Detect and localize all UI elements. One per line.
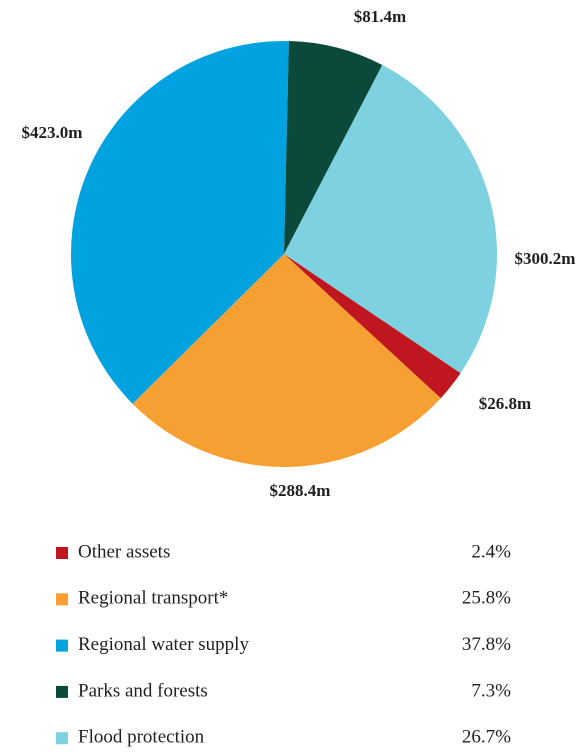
value-label: $81.4m [354, 7, 406, 26]
legend-share: 37.8% [462, 634, 511, 655]
legend-label: Parks and forests [78, 680, 208, 701]
legend-swatch [56, 685, 68, 698]
value-label: $26.8m [479, 394, 531, 413]
pie-slice [284, 41, 383, 254]
value-label: $423.0m [22, 123, 83, 142]
pie-slice [284, 65, 497, 374]
legend-label: Flood protection [78, 727, 205, 748]
legend-label: Regional transport* [78, 588, 228, 609]
value-label: $300.2m [515, 249, 576, 268]
legend-label: Other assets [78, 541, 170, 562]
value-label: $288.4m [270, 481, 331, 500]
legend-swatch [56, 732, 68, 745]
legend-swatch [56, 593, 68, 606]
legend-label: Regional water supply [78, 634, 249, 655]
pie-slice [71, 41, 289, 404]
legend-share: 26.7% [462, 727, 511, 748]
legend-swatch [56, 547, 68, 559]
pie-slice [284, 254, 461, 399]
legend-share: 25.8% [462, 588, 511, 609]
legend-swatch [56, 639, 68, 652]
pie-slice [132, 254, 441, 467]
legend-share: 7.3% [471, 680, 511, 701]
legend-share: 2.4% [471, 541, 511, 562]
